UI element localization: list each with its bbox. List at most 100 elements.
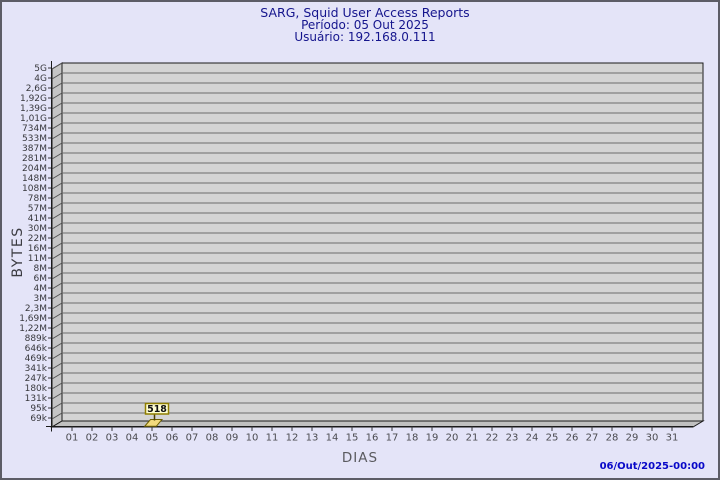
x-tick-label: 02	[86, 433, 99, 444]
y-tick-label: 78M	[28, 194, 47, 204]
chart-title: SARG, Squid User Access Reports	[260, 5, 470, 20]
x-axis-ticks	[71, 426, 673, 431]
y-tick-diagonal	[51, 272, 63, 280]
y-tick-label: 4M	[34, 284, 48, 294]
y-tick-diagonal	[51, 282, 63, 290]
x-tick-label: 18	[406, 433, 419, 444]
y-tick-diagonal	[51, 132, 63, 140]
y-tick-label: 57M	[28, 204, 47, 214]
gridlines	[62, 72, 703, 414]
x-tick-label: 28	[606, 433, 619, 444]
x-tick-label: 04	[126, 433, 139, 444]
y-tick-label: 180k	[25, 384, 48, 394]
y-tick-label: 11M	[28, 254, 47, 264]
y-tick-label: 281M	[22, 154, 47, 164]
x-tick-label: 30	[646, 433, 659, 444]
y-tick-label: 108M	[22, 184, 47, 194]
y-tick-label: 148M	[22, 174, 47, 184]
y-tick-diagonal	[51, 222, 63, 230]
y-tick-diagonal	[51, 122, 63, 130]
y-tick-diagonal	[51, 152, 63, 160]
y-tick-diagonal	[51, 182, 63, 190]
y-tick-label: 16M	[28, 244, 47, 254]
y-tick-label: 6M	[34, 274, 48, 284]
x-tick-label: 17	[386, 433, 399, 444]
bar-day-05	[143, 419, 164, 427]
y-tick-label: 2,6G	[26, 84, 47, 94]
chart-period: Período: 05 Out 2025	[301, 18, 429, 32]
y-tick-diagonal	[51, 162, 63, 170]
value-label-text: 518	[147, 404, 167, 415]
y-tick-diagonal	[51, 72, 63, 80]
x-tick-label: 12	[286, 433, 299, 444]
y-tick-diagonal	[51, 402, 63, 410]
x-tick-label: 19	[426, 433, 439, 444]
y-tick-diagonal	[51, 342, 63, 350]
y-tick-diagonal	[51, 382, 63, 390]
x-tick-label: 20	[446, 433, 459, 444]
y-tick-diagonal	[51, 292, 63, 300]
y-tick-diagonal	[51, 262, 63, 270]
x-tick-label: 01	[66, 433, 79, 444]
x-tick-label: 14	[326, 433, 339, 444]
y-tick-label: 3M	[34, 294, 48, 304]
y-tick-label: 69k	[30, 414, 47, 424]
y-tick-diagonal	[51, 92, 63, 100]
x-tick-label: 24	[526, 433, 539, 444]
y-tick-label: 22M	[28, 234, 47, 244]
x-tick-label: 22	[486, 433, 499, 444]
x-tick-label: 10	[246, 433, 259, 444]
y-tick-label: 533M	[22, 134, 47, 144]
x-tick-label: 06	[166, 433, 179, 444]
x-tick-label: 21	[466, 433, 479, 444]
y-tick-label: 889k	[25, 334, 48, 344]
y-tick-diagonal	[51, 62, 63, 70]
y-tick-label: 5G	[34, 64, 47, 74]
y-tick-diagonal	[51, 142, 63, 150]
value-label-box	[144, 402, 170, 415]
x-axis-labels: 01 02 03 04 05 06 07 08 09 10 11 12 13 14 15 16 17 18 19 20…	[66, 433, 679, 444]
x-tick-label: 11	[266, 433, 279, 444]
y-tick-label: 95k	[30, 404, 47, 414]
x-tick-label: 05	[146, 433, 159, 444]
y-tick-diagonal	[51, 232, 63, 240]
y-tick-label: 1,39G	[20, 104, 47, 114]
y-tick-label: 341k	[25, 364, 48, 374]
y-tick-label: 1,22M	[19, 324, 47, 334]
y-tick-label: 4G	[34, 74, 47, 84]
x-tick-label: 27	[586, 433, 599, 444]
x-tick-label: 09	[226, 433, 239, 444]
x-tick-label: 15	[346, 433, 359, 444]
y-tick-diagonal	[51, 372, 63, 380]
chart-user: Usuário: 192.168.0.111	[294, 30, 436, 44]
y-tick-diagonal	[51, 392, 63, 400]
y-tick-diagonal	[51, 352, 63, 360]
y-tick-diagonal	[51, 242, 63, 250]
y-tick-label: 469k	[25, 354, 48, 364]
y-tick-diagonal	[51, 212, 63, 220]
y-tick-label: 1,01G	[20, 114, 47, 124]
y-tick-diagonal	[51, 112, 63, 120]
y-tick-diagonal	[51, 332, 63, 340]
y-tick-label: 1,92G	[20, 94, 47, 104]
y-tick-diagonal	[51, 172, 63, 180]
x-tick-label: 25	[546, 433, 559, 444]
y-tick-diagonal	[51, 202, 63, 210]
y-tick-label: 387M	[22, 144, 47, 154]
y-tick-label: 131k	[25, 394, 48, 404]
y-tick-label: 734M	[22, 124, 47, 134]
y-tick-diagonal	[51, 362, 63, 370]
y-tick-label: 1,69M	[19, 314, 47, 324]
plot-area	[61, 62, 704, 422]
y-tick-label: 2,3M	[25, 304, 47, 314]
y-tick-label: 646k	[25, 344, 48, 354]
x-tick-label: 31	[666, 433, 679, 444]
x-tick-label: 08	[206, 433, 219, 444]
y-tick-label: 8M	[34, 264, 48, 274]
y-tick-diagonal	[51, 192, 63, 200]
y-tick-diagonal	[51, 412, 63, 420]
y-tick-diagonal	[51, 102, 63, 110]
y-tick-label: 204M	[22, 164, 47, 174]
